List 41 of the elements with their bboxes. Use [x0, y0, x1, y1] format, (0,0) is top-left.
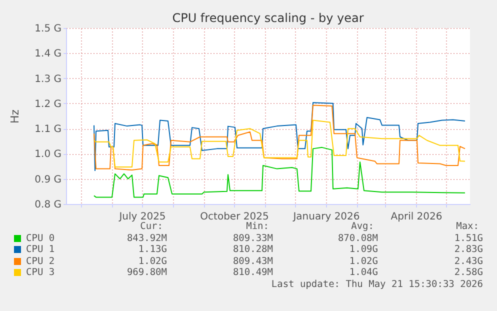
- y-tick-label: 1.5 G: [34, 24, 62, 34]
- y-tick-label: 0.8 G: [34, 200, 62, 210]
- y-tick-label: 0.9 G: [34, 174, 62, 186]
- text: 1.02G: [349, 256, 378, 266]
- text: Avg:: [351, 221, 374, 232]
- y-tick-label: 1.0 G: [34, 149, 62, 160]
- text: 1.13G: [138, 244, 167, 255]
- text: 809.43M: [232, 256, 273, 266]
- text: 2.58G: [454, 267, 483, 278]
- x-tick-label: July 2025: [118, 212, 166, 222]
- legend-label: CPU 1: [26, 244, 55, 255]
- text: 809.33M: [232, 232, 273, 244]
- y-tick-label: 1.1 G: [34, 124, 62, 136]
- y-tick-label: 1.4 G: [34, 48, 62, 60]
- y-tick-label: 1.2 G: [34, 98, 62, 110]
- text: Last update: Thu May 21 15:30:33 2026: [271, 278, 483, 290]
- text: 810.28M: [232, 244, 273, 255]
- text: 1.04G: [349, 267, 378, 278]
- text: Min:: [246, 221, 269, 232]
- x-tick-label: January 2026: [292, 212, 360, 222]
- legend-label: CPU 2: [26, 256, 55, 266]
- text: 870.08M: [338, 232, 378, 244]
- text: 1.09G: [349, 244, 378, 255]
- x-tick-label: October 2025: [200, 212, 269, 222]
- chart-title: CPU frequency scaling - by year: [172, 11, 364, 25]
- y-axis-title: Hz: [8, 109, 22, 124]
- legend-label: CPU 3: [26, 267, 55, 278]
- line-series: [94, 120, 466, 168]
- text: Cur:: [140, 221, 163, 232]
- x-tick-label: April 2026: [390, 212, 442, 222]
- y-tick-label: 1.3 G: [34, 74, 62, 85]
- text: 810.49M: [232, 267, 273, 278]
- text: 2.43G: [454, 256, 483, 266]
- line-series: [94, 146, 466, 198]
- text: Max:: [456, 221, 479, 232]
- legend-label: CPU 0: [26, 232, 55, 244]
- text: 969.80M: [126, 267, 167, 278]
- text: 2.83G: [454, 244, 483, 255]
- text: 1.02G: [138, 256, 167, 266]
- text: 843.92M: [126, 232, 167, 244]
- text: 1.51G: [454, 232, 483, 244]
